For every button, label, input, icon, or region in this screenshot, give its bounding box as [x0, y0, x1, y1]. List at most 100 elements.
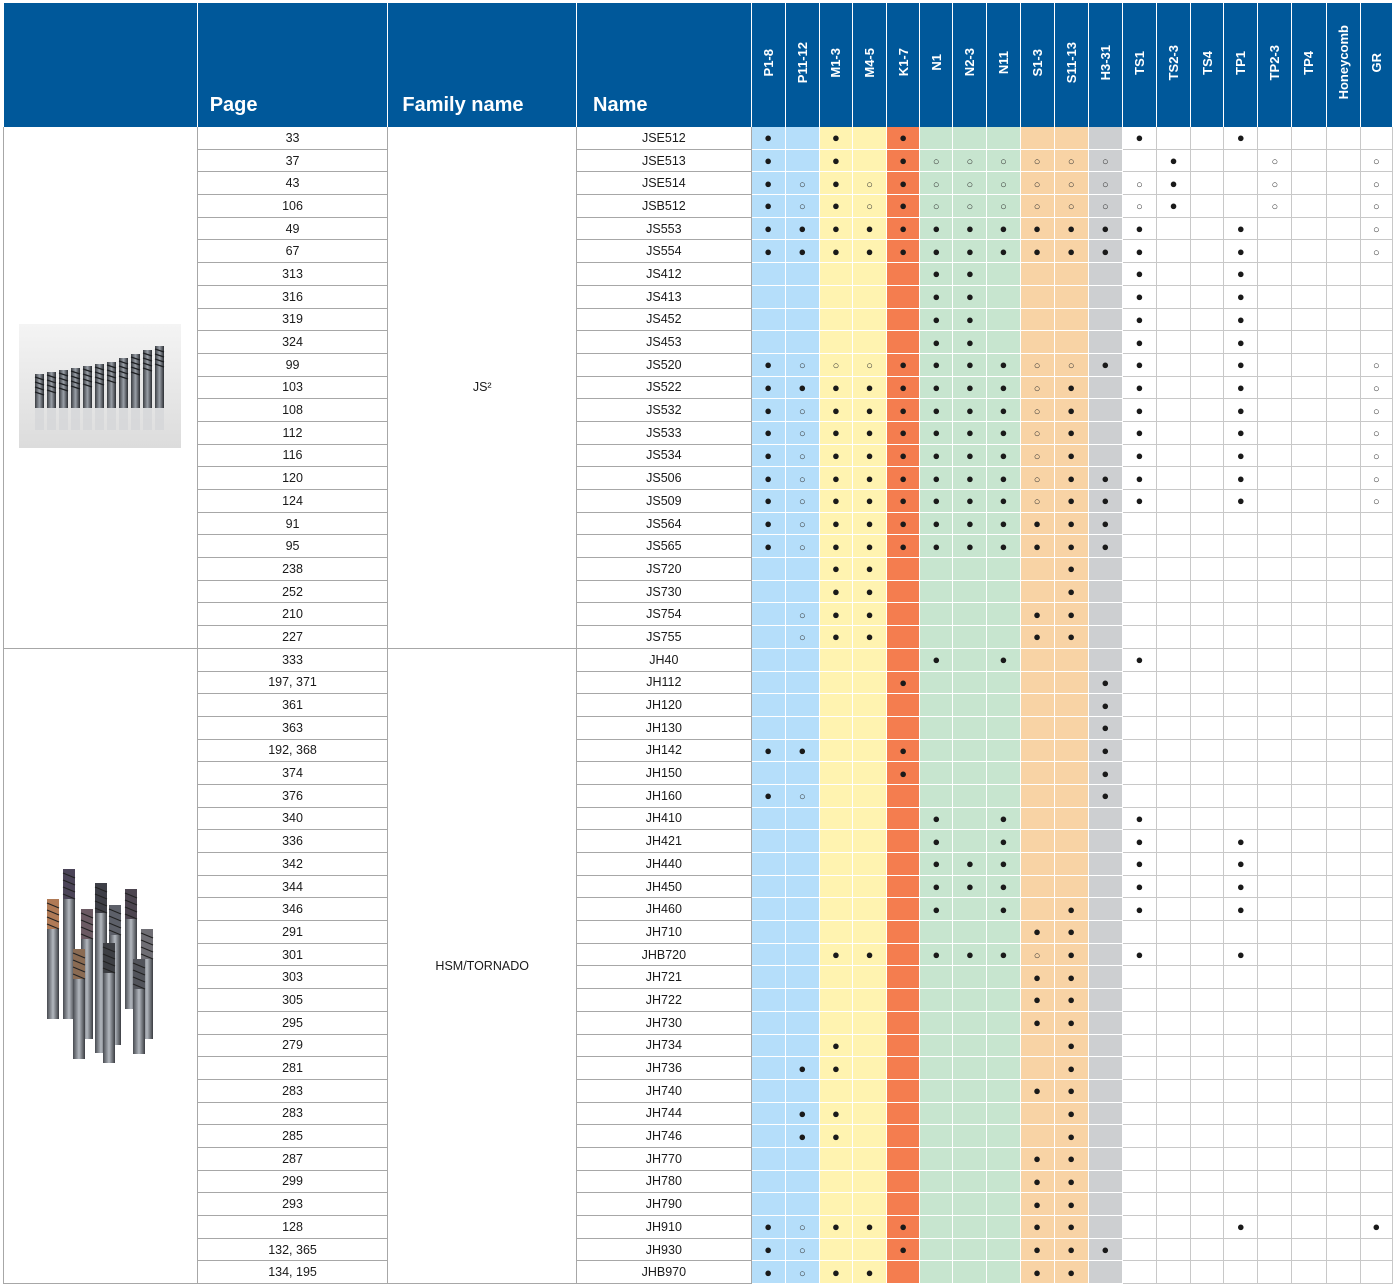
suitability-cell [1054, 693, 1089, 717]
suitability-cell [1360, 784, 1394, 808]
suitability-cell [819, 852, 853, 876]
header-material-m4-5: M4-5 [852, 3, 888, 127]
suitable-dot-icon: ● [965, 289, 974, 305]
header-material-honeycomb: Honeycomb [1326, 3, 1361, 127]
suitability-cell [886, 1011, 921, 1035]
suitability-cell [986, 557, 1021, 581]
suitability-cell [1257, 239, 1293, 264]
suitable-dot-icon: ● [1067, 606, 1076, 622]
suitability-cell: ● [1088, 1238, 1123, 1262]
product-name-cell: JH746 [576, 1124, 752, 1148]
suitability-cell [1190, 330, 1225, 354]
header-material-tp4: TP4 [1291, 3, 1327, 127]
suitability-cell: ● [751, 739, 786, 763]
suitability-cell [819, 784, 853, 808]
suitability-cell [1360, 739, 1394, 763]
suitability-cell [1122, 965, 1157, 990]
suitability-cell [751, 965, 786, 990]
suitability-cell [852, 648, 888, 672]
suitability-cell: ● [852, 421, 888, 445]
suitability-cell [1156, 557, 1192, 581]
suitability-cell [751, 602, 786, 627]
suitability-cell: ● [886, 761, 921, 785]
possible-circle-icon: ○ [1372, 382, 1380, 395]
suitability-cell [886, 852, 921, 876]
suitability-cell [1223, 716, 1259, 740]
suitability-cell [1257, 285, 1293, 309]
suitable-dot-icon: ● [1101, 470, 1110, 486]
suitable-dot-icon: ● [899, 742, 908, 758]
suitability-cell [1190, 285, 1225, 309]
suitability-cell [1291, 308, 1327, 332]
suitable-dot-icon: ● [832, 221, 840, 237]
suitable-dot-icon: ● [932, 879, 941, 895]
suitability-cell: ● [1223, 829, 1259, 853]
suitability-cell [1190, 965, 1225, 990]
suitability-cell [1291, 739, 1327, 763]
suitability-cell: ● [919, 648, 954, 672]
suitability-cell: ● [852, 943, 888, 967]
suitability-cell [1122, 784, 1157, 808]
suitability-cell [1326, 988, 1361, 1012]
suitability-cell [1291, 512, 1327, 536]
suitability-cell [819, 920, 853, 944]
suitability-cell [919, 1170, 954, 1194]
product-name-cell: JH142 [576, 739, 752, 763]
suitability-cell [986, 761, 1021, 785]
suitability-cell [1223, 625, 1259, 649]
header-family-name: Family name [387, 3, 578, 127]
suitability-cell [1360, 285, 1394, 309]
suitable-dot-icon: ● [965, 470, 974, 486]
suitability-cell [1020, 1102, 1055, 1126]
suitability-cell [1257, 897, 1293, 922]
page-cell: 301 [197, 943, 389, 967]
suitability-cell [1223, 1034, 1259, 1058]
suitability-cell [1291, 852, 1327, 876]
table-row: 283 JH740 ● ● [4, 1079, 1394, 1103]
suitability-cell [785, 761, 820, 785]
suitability-cell [1291, 580, 1327, 604]
suitable-dot-icon: ● [865, 1219, 874, 1235]
suitable-dot-icon: ● [865, 447, 874, 463]
suitable-dot-icon: ● [965, 221, 974, 237]
suitability-cell [819, 1192, 853, 1216]
suitability-cell: ○ [1020, 398, 1055, 422]
suitability-cell: ○ [785, 534, 820, 559]
possible-circle-icon: ○ [1372, 201, 1380, 214]
suitability-cell [1156, 602, 1192, 627]
suitability-cell: ● [886, 353, 921, 377]
suitability-cell: ● [1122, 829, 1157, 853]
header-material-gr: GR [1360, 3, 1394, 127]
suitability-cell [1088, 262, 1123, 286]
suitability-cell [952, 1034, 988, 1058]
suitable-dot-icon: ● [764, 493, 773, 509]
suitability-cell [886, 920, 921, 944]
suitability-cell: ○ [1020, 444, 1055, 468]
suitability-cell: ○ [785, 1260, 820, 1284]
suitability-cell [986, 1192, 1021, 1216]
suitability-cell [751, 671, 786, 695]
suitable-dot-icon: ● [1236, 221, 1245, 237]
suitability-cell [952, 988, 988, 1012]
suitable-dot-icon: ● [965, 447, 974, 463]
table-row: 106 JSB512 ● ○ ● ○ ● ○ ○ ○ ○ ○ ○ ○ ● ○ ○ [4, 194, 1394, 218]
suitable-dot-icon: ● [1236, 289, 1245, 305]
possible-circle-icon: ○ [1372, 496, 1380, 509]
suitability-cell [919, 1124, 954, 1148]
suitability-cell: ● [751, 534, 786, 559]
suitability-cell [852, 988, 888, 1012]
suitable-dot-icon: ● [1101, 243, 1110, 259]
page-cell: 283 [197, 1079, 389, 1103]
suitability-cell [1088, 920, 1123, 944]
suitability-cell [952, 920, 988, 944]
suitability-cell [1291, 194, 1327, 218]
suitability-cell [751, 648, 786, 672]
suitable-dot-icon: ● [1236, 447, 1245, 463]
product-name-cell: JS755 [576, 625, 752, 649]
page-cell: 281 [197, 1056, 389, 1080]
suitability-cell [1291, 1079, 1327, 1103]
suitability-cell [852, 1192, 888, 1216]
suitable-dot-icon: ● [899, 175, 908, 191]
suitable-dot-icon: ● [1101, 788, 1110, 804]
product-name-cell: JH722 [576, 988, 752, 1012]
